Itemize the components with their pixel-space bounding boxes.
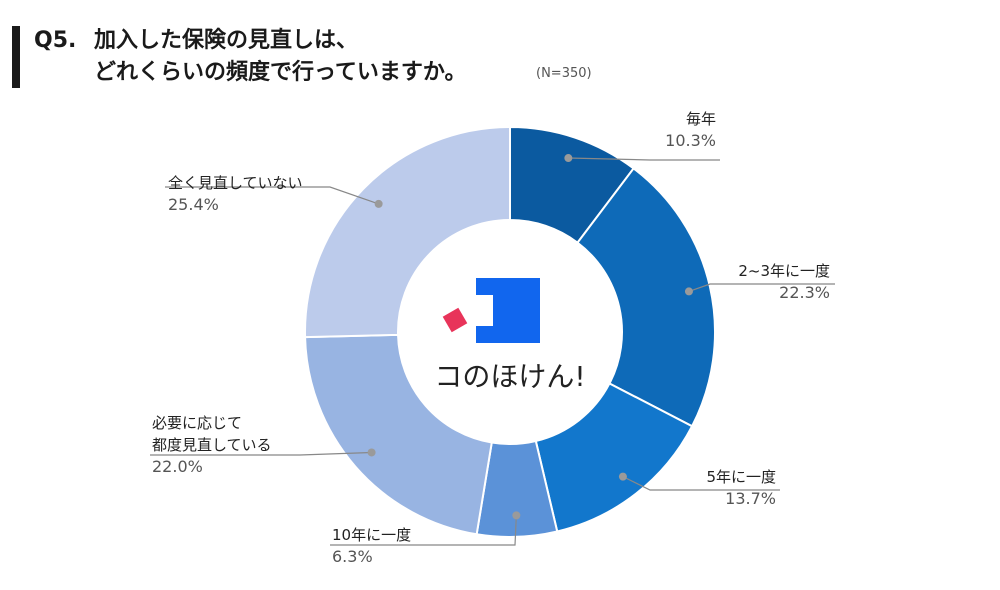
- slice-2-3nen: [576, 167, 716, 428]
- slice-name-line-1: 必要に応じて: [152, 414, 243, 432]
- slice-value: 13.7%: [725, 489, 776, 508]
- logo-mark: [442, 278, 540, 343]
- slice-label-hitsuyou: 必要に応じて 都度見直している 22.0%: [152, 412, 322, 478]
- leader-dot: [564, 154, 573, 163]
- leader-line: [165, 186, 379, 205]
- leader-dot: [374, 199, 383, 208]
- leader-dot: [618, 472, 627, 481]
- slice-label-10nen: 10年に一度 6.3%: [332, 524, 462, 568]
- leader-line: [688, 283, 835, 292]
- chart-title-line-2: どれくらいの頻度で行っていますか。: [94, 60, 467, 85]
- slice-name: 2~3年に一度: [738, 262, 830, 280]
- slice-name: 全く見直していない: [168, 174, 303, 192]
- leader-dot: [367, 448, 376, 457]
- title-accent-bar: [12, 26, 20, 88]
- slice-label-5nen: 5年に一度 13.7%: [660, 466, 776, 510]
- slice-hitsuyou: [304, 333, 493, 536]
- slice-value: 22.0%: [152, 457, 203, 476]
- question-number: Q5.: [34, 28, 77, 53]
- logo-red-square-icon: [442, 307, 468, 333]
- slice-name: 10年に一度: [332, 526, 412, 544]
- leader-line: [150, 451, 372, 456]
- leader-line: [568, 157, 720, 161]
- slice-label-mattaku: 全く見直していない 25.4%: [168, 172, 338, 216]
- slice-name: 5年に一度: [706, 468, 776, 486]
- logo-text: コのほけん!: [434, 360, 586, 393]
- logo-blue-block-icon: [476, 278, 540, 343]
- slice-mattaku: [304, 125, 511, 339]
- sample-size: (N=350): [536, 66, 592, 81]
- slice-label-2-3nen: 2~3年に一度 22.3%: [700, 260, 830, 304]
- slice-name-line-2: 都度見直している: [152, 436, 272, 454]
- leader-line: [622, 476, 780, 491]
- slice-value: 22.3%: [779, 283, 830, 302]
- slice-value: 25.4%: [168, 195, 219, 214]
- leader-line: [330, 515, 517, 546]
- leader-dot: [684, 287, 693, 296]
- slice-name: 毎年: [685, 110, 716, 128]
- slice-label-maitoshi: 毎年 10.3%: [596, 108, 716, 152]
- chart-title-line-1: 加入した保険の見直しは、: [94, 28, 359, 53]
- slice-value: 10.3%: [665, 131, 716, 150]
- slice-value: 6.3%: [332, 547, 373, 566]
- leader-dot: [512, 511, 521, 520]
